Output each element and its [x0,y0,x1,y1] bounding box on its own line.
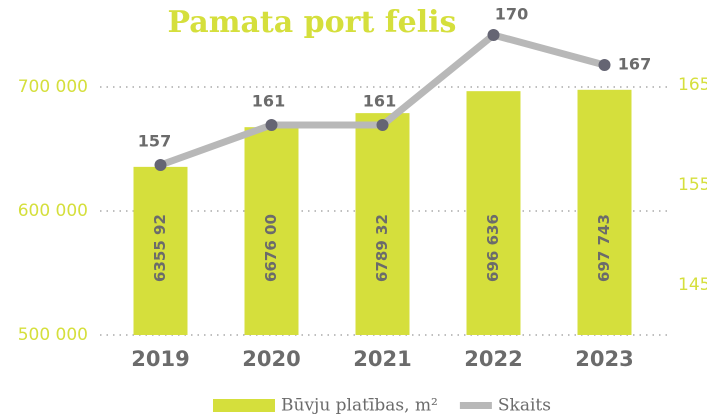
x-tick-label: 2022 [464,347,522,371]
line-marker [265,119,278,131]
line-marker [154,159,167,171]
line-value-label: 157 [138,132,171,151]
y2-tick-label: 155 [678,175,707,195]
bar [466,91,521,335]
line-value-label: 167 [618,55,651,74]
bar-value-label: 697 743 [595,214,613,282]
legend-label: Skaits [498,396,551,416]
legend-swatch [213,399,275,412]
bar [133,166,188,335]
legend-label: Būvju platības, m² [281,396,438,416]
bar-value-label: 6676 00 [262,214,280,282]
bar [577,89,632,336]
x-tick-label: 2019 [131,347,189,371]
legend-swatch [459,402,492,409]
x-tick-label: 2020 [242,347,300,371]
bar-value-label: 696 636 [484,214,502,282]
y-tick-label: 600 000 [18,201,88,221]
chart-title: Pamata port felis [168,5,457,40]
y-tick-label: 500 000 [18,325,88,345]
line-marker [598,59,611,71]
x-tick-label: 2023 [575,347,633,371]
bar [355,113,410,335]
line-marker [487,29,500,41]
bar-value-label: 6789 32 [373,214,391,282]
line-value-label: 170 [495,5,528,24]
line-marker [376,119,389,131]
y2-tick-label: 145 [678,275,707,295]
line-value-label: 161 [252,92,285,111]
y2-tick-label: 165 [678,75,707,95]
line-value-label: 161 [363,92,396,111]
bar [244,127,299,336]
x-tick-label: 2021 [353,347,411,371]
y-tick-label: 700 000 [18,77,88,97]
bar-value-label: 6355 92 [151,214,169,282]
